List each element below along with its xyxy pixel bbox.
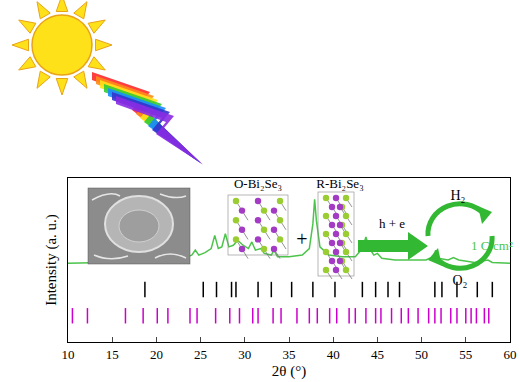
- svg-text:h + e: h + e: [379, 216, 405, 231]
- svg-text:25: 25: [194, 347, 207, 362]
- svg-text:30: 30: [238, 347, 251, 362]
- svg-text:40: 40: [327, 347, 340, 362]
- svg-text:1 C/cm²: 1 C/cm²: [471, 238, 513, 253]
- svg-text:60: 60: [504, 347, 517, 362]
- svg-text:45: 45: [371, 347, 384, 362]
- svg-text:55: 55: [459, 347, 472, 362]
- svg-text:15: 15: [106, 347, 119, 362]
- svg-text:35: 35: [283, 347, 296, 362]
- svg-text:R-Bi₂Se₃: R-Bi₂Se₃: [316, 176, 363, 191]
- svg-text:50: 50: [415, 347, 428, 362]
- svg-text:+: +: [296, 228, 307, 250]
- svg-text:O₂: O₂: [453, 273, 468, 288]
- svg-text:2θ (°): 2θ (°): [272, 363, 306, 380]
- svg-text:Intensity (a. u.): Intensity (a. u.): [43, 214, 60, 306]
- svg-text:20: 20: [150, 347, 163, 362]
- svg-text:10: 10: [62, 347, 75, 362]
- svg-text:H₂: H₂: [451, 188, 466, 203]
- svg-text:O-Bi₂Se₃: O-Bi₂Se₃: [234, 176, 282, 191]
